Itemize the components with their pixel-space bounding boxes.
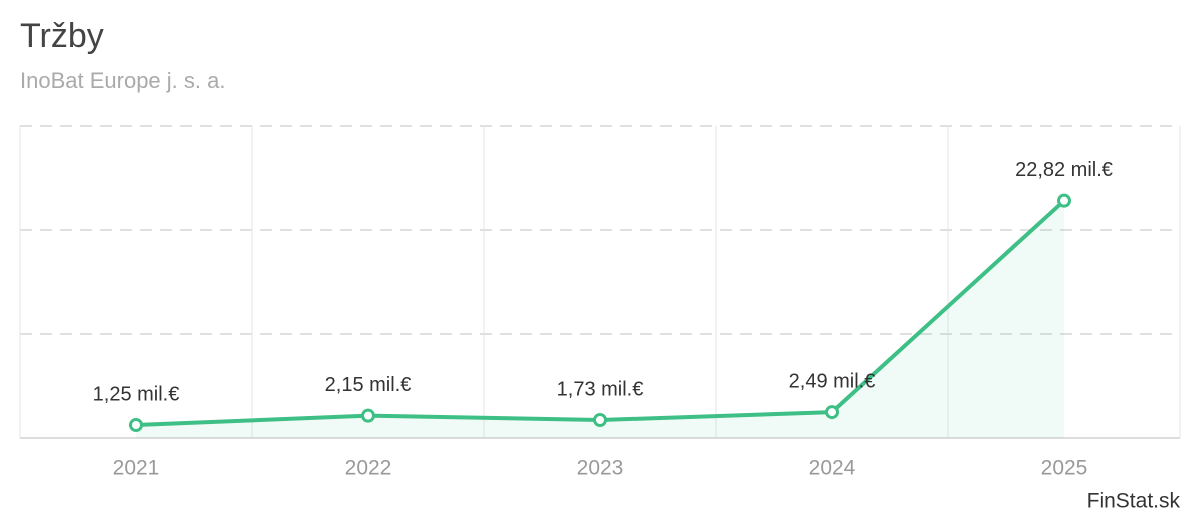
x-tick-label: 2021 [113, 457, 160, 480]
point [1057, 193, 1071, 208]
x-tick-label: 2022 [345, 457, 392, 480]
data-label: 2,49 mil.€ [789, 370, 876, 392]
chart-title: Tržby [20, 17, 104, 55]
point [129, 418, 143, 432]
point [361, 408, 375, 423]
area-fill [136, 200, 1064, 438]
point [593, 413, 607, 428]
source-credit: FinStat.sk [1087, 490, 1181, 513]
x-tick-label: 2025 [1041, 457, 1088, 480]
data-label: 1,73 mil.€ [557, 378, 644, 400]
chart-subtitle: InoBat Europe j. s. a. [20, 68, 225, 93]
data-label: 2,15 mil.€ [325, 374, 412, 396]
x-tick-label: 2023 [577, 457, 624, 480]
point [825, 405, 839, 420]
x-tick-label: 2024 [809, 457, 856, 480]
data-label: 22,82 mil.€ [1015, 159, 1113, 181]
data-label: 1,25 mil.€ [93, 383, 180, 405]
